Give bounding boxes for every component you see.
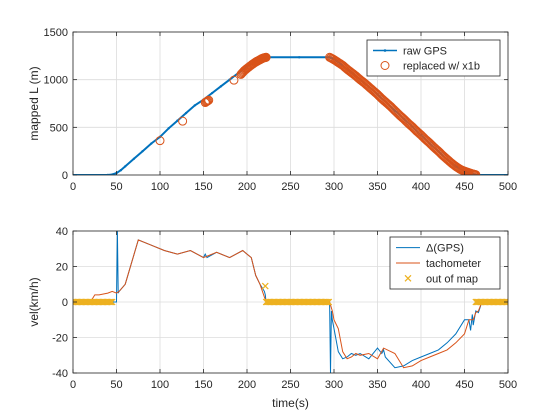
out-of-map-marker [106, 298, 113, 306]
series-group [73, 52, 508, 175]
series-point [219, 85, 223, 88]
x-tick-label: 300 [325, 379, 343, 391]
series-point [193, 104, 196, 107]
x-tick-label: 400 [412, 181, 430, 193]
x-tick-label: 150 [194, 181, 212, 193]
series-point [167, 127, 170, 130]
series-point [132, 157, 136, 160]
y-axis-label: vel(km/h) [27, 277, 41, 326]
series-marker [178, 116, 188, 126]
legend-label: Δ(GPS) [426, 243, 464, 255]
legend-box [366, 39, 501, 77]
series-marker [261, 52, 271, 62]
legend-swatch [380, 61, 390, 70]
series-point [176, 119, 179, 122]
series-point [298, 56, 301, 59]
x-tick-label: 250 [281, 379, 299, 391]
legend-swatch [404, 274, 412, 282]
out-of-map-marker [107, 298, 115, 306]
y-tick-label: 20 [56, 262, 68, 274]
series-marker [204, 95, 214, 105]
out-of-map-marker [261, 282, 269, 290]
series-point [124, 165, 127, 168]
y-tick-label: 0 [62, 170, 68, 182]
x-tick-label: 150 [194, 379, 212, 391]
x-tick-label: 450 [455, 379, 473, 391]
series-point [184, 111, 188, 115]
x-tick-label: 350 [368, 379, 386, 391]
y-axis-label: mapped L (m) [27, 66, 41, 140]
legend-swatch-dot [383, 49, 387, 52]
legend-label: tachometer [426, 258, 481, 270]
y-tick-label: -20 [52, 333, 68, 345]
series-marker [470, 170, 480, 175]
series-marker [203, 96, 213, 106]
x-tick-label: 100 [151, 379, 169, 391]
y-tick-label: 1500 [44, 27, 68, 39]
legend-label: replaced w/ x1b [403, 61, 480, 73]
legend: Δ(GPS) tachometer out of map [389, 236, 501, 290]
y-tick-label: 40 [56, 226, 68, 238]
x-tick-label: 350 [368, 181, 386, 193]
series-marker [467, 169, 477, 175]
y-tick-label: 1000 [44, 75, 68, 87]
series-marker [201, 97, 211, 107]
out-of-map-marker [322, 298, 330, 306]
y-tick-label: 0 [62, 297, 68, 309]
series-point [141, 149, 144, 153]
series-marker [229, 75, 239, 85]
series-line [89, 239, 483, 369]
out-of-map-marker [108, 298, 116, 306]
series-point [119, 169, 123, 172]
x-tick-label: 200 [238, 181, 256, 193]
legend-label: raw GPS [403, 46, 447, 58]
x-tick-label: 400 [412, 379, 430, 391]
out-of-map-marker [325, 298, 333, 306]
x-tick-label: 0 [70, 379, 76, 391]
series-point [110, 173, 114, 175]
x-axis-label: time(s) [272, 396, 309, 410]
legend: raw GPS replaced w/ x1b [366, 39, 501, 77]
y-tick-label: -40 [52, 368, 68, 380]
x-tick-label: 500 [499, 181, 517, 193]
x-tick-label: 50 [110, 181, 122, 193]
legend-label: out of map [426, 273, 478, 285]
x-tick-label: 450 [455, 181, 473, 193]
x-tick-label: 250 [281, 181, 299, 193]
x-tick-label: 0 [70, 181, 76, 193]
x-tick-label: 200 [238, 379, 256, 391]
out-of-map-marker [324, 298, 331, 306]
series-point [211, 91, 214, 95]
y-tick-label: 500 [50, 122, 68, 134]
x-tick-label: 300 [325, 181, 343, 193]
top-axes: 0 50 100 150 200 250 300 350 400 450 500 0 500 1000 15… [27, 27, 517, 193]
series-marker [202, 96, 212, 106]
series-group [73, 231, 508, 373]
x-tick-label: 50 [110, 379, 122, 391]
x-tick-label: 100 [151, 181, 169, 193]
x-tick-label: 500 [499, 379, 517, 391]
series-marker [155, 136, 165, 146]
series-point [150, 142, 153, 145]
bottom-axes: 0 50 100 150 200 250 300 350 400 450 500 -40 -20 0 20 4… [27, 226, 517, 410]
